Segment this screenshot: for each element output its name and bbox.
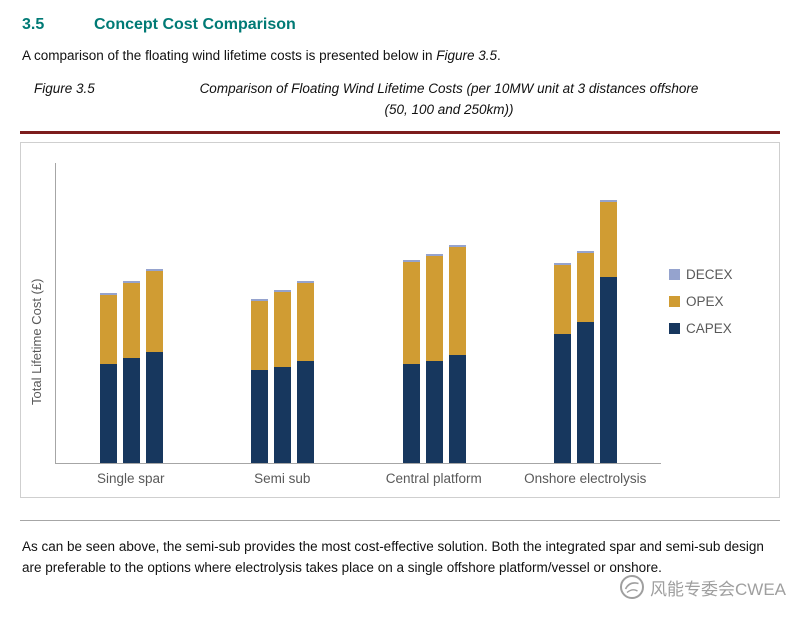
figure-caption-line1: Comparison of Floating Wind Lifetime Cos… bbox=[199, 81, 699, 96]
watermark: 风能专委会CWEA bbox=[615, 572, 790, 602]
stacked-bar-100km bbox=[123, 281, 141, 463]
stacked-bar-100km bbox=[274, 290, 292, 463]
legend-swatch bbox=[669, 296, 680, 308]
segment-decex bbox=[146, 269, 164, 271]
segment-opex bbox=[599, 201, 617, 277]
bar-group bbox=[510, 200, 661, 463]
segment-opex bbox=[425, 255, 443, 361]
intro-paragraph: A comparison of the floating wind lifeti… bbox=[22, 48, 780, 63]
stacked-bar-250km bbox=[297, 281, 315, 463]
segment-decex bbox=[599, 200, 617, 202]
maroon-divider bbox=[20, 130, 780, 134]
watermark-text: 风能专委会CWEA bbox=[650, 579, 786, 599]
segment-opex bbox=[274, 291, 292, 367]
segment-opex bbox=[146, 270, 164, 352]
bar-group bbox=[207, 281, 358, 463]
segment-capex bbox=[251, 369, 269, 463]
segment-decex bbox=[297, 281, 315, 283]
segment-decex bbox=[274, 290, 292, 292]
segment-decex bbox=[402, 260, 420, 262]
segment-decex bbox=[425, 254, 443, 256]
section-divider bbox=[20, 519, 780, 521]
figure-caption-label: Figure 3.5 bbox=[34, 81, 95, 96]
plot-wrapper: Single spar Semi sub Central platform Onsho… bbox=[55, 162, 661, 491]
legend-swatch bbox=[669, 323, 680, 335]
segment-capex bbox=[146, 351, 164, 463]
segment-capex bbox=[599, 276, 617, 463]
segment-capex bbox=[448, 354, 466, 463]
legend-label: DECEX bbox=[686, 267, 733, 283]
chart-inner: Total Lifetime Cost (£) Single spar Semi … bbox=[29, 162, 769, 491]
figure-chart: Total Lifetime Cost (£) Single spar Semi … bbox=[20, 141, 780, 498]
segment-capex bbox=[576, 321, 594, 463]
legend-swatch bbox=[669, 269, 680, 281]
segment-decex bbox=[576, 251, 594, 253]
legend-label: OPEX bbox=[686, 294, 724, 310]
stacked-bar-250km bbox=[146, 269, 164, 463]
stacked-bar-50km bbox=[553, 263, 571, 463]
legend-item-decex: DECEX bbox=[669, 267, 769, 282]
segment-capex bbox=[297, 360, 315, 463]
conclusion-paragraph: As can be seen above, the semi-sub provi… bbox=[22, 538, 764, 575]
legend-label: CAPEX bbox=[686, 321, 732, 337]
category-label: Semi sub bbox=[254, 470, 311, 486]
segment-opex bbox=[576, 252, 594, 322]
stacked-bar-50km bbox=[251, 299, 269, 463]
segment-capex bbox=[553, 333, 571, 463]
segment-opex bbox=[297, 282, 315, 361]
stacked-bar-50km bbox=[402, 260, 420, 463]
cwea-logo-icon bbox=[619, 574, 645, 600]
stacked-bar-100km bbox=[576, 251, 594, 463]
segment-capex bbox=[402, 363, 420, 463]
segment-opex bbox=[448, 246, 466, 355]
y-axis-label: Total Lifetime Cost (£) bbox=[29, 278, 44, 406]
figure-caption-line2: (50, 100 and 250km)) bbox=[384, 101, 514, 117]
bar-group bbox=[359, 245, 510, 463]
section-number: 3.5 bbox=[22, 16, 45, 33]
segment-capex bbox=[100, 363, 118, 463]
stacked-bar-250km bbox=[448, 245, 466, 463]
section-heading: 3.5 Concept Cost Comparison bbox=[22, 16, 780, 34]
category-label: Single spar bbox=[96, 470, 165, 486]
stacked-bar-50km bbox=[100, 293, 118, 463]
figure-caption: Figure 3.5 Comparison of Floating Wind L… bbox=[20, 79, 780, 121]
segment-decex bbox=[100, 293, 118, 295]
segment-capex bbox=[274, 366, 292, 463]
category-label: Onshore electrolysis bbox=[524, 470, 647, 486]
category-label: Central platform bbox=[385, 470, 482, 486]
segment-capex bbox=[123, 357, 141, 463]
x-axis-labels: Single spar Semi sub Central platform Onsho… bbox=[55, 471, 661, 491]
plot-area bbox=[55, 162, 661, 464]
intro-text: A comparison of the floating wind lifeti… bbox=[22, 48, 437, 63]
stacked-bar-250km bbox=[599, 200, 617, 463]
segment-opex bbox=[100, 294, 118, 364]
bar-group bbox=[56, 269, 207, 463]
intro-period: . bbox=[497, 48, 501, 63]
figure-reference: Figure 3.5 bbox=[436, 48, 498, 63]
segment-decex bbox=[553, 263, 571, 265]
segment-decex bbox=[251, 299, 269, 301]
legend-item-capex: CAPEX bbox=[669, 321, 769, 336]
segment-decex bbox=[448, 245, 466, 247]
stacked-bar-100km bbox=[425, 254, 443, 463]
segment-decex bbox=[123, 281, 141, 283]
chart-legend: DECEX OPEX CAPEX bbox=[661, 113, 769, 491]
segment-capex bbox=[425, 360, 443, 463]
legend-item-opex: OPEX bbox=[669, 294, 769, 309]
segment-opex bbox=[402, 261, 420, 364]
section-title: Concept Cost Comparison bbox=[94, 16, 296, 33]
segment-opex bbox=[251, 300, 269, 370]
segment-opex bbox=[123, 282, 141, 358]
figure-caption-text: Comparison of Floating Wind Lifetime Cos… bbox=[138, 79, 780, 121]
segment-opex bbox=[553, 264, 571, 334]
